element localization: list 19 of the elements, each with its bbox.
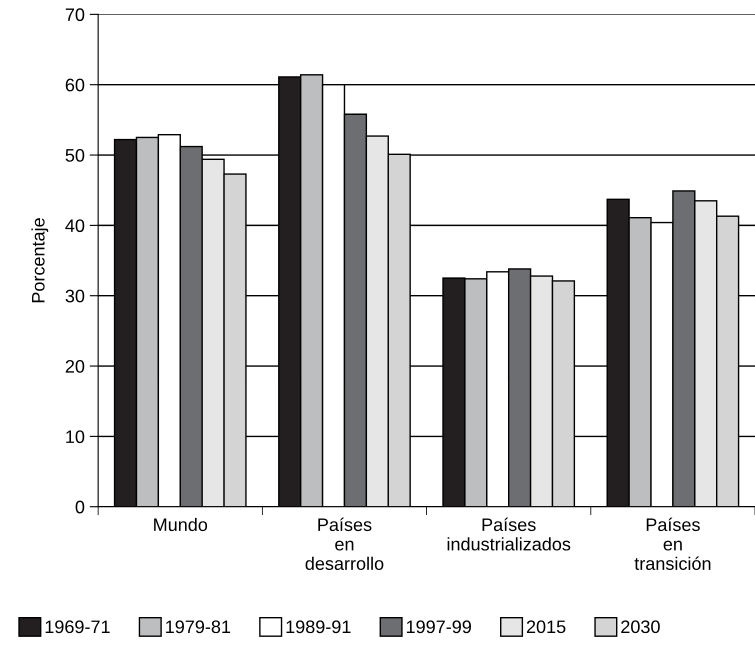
legend-label: 2030 — [621, 620, 660, 634]
x-tick-label: Países industrializados — [448, 518, 570, 551]
y-tick-label: 10 — [66, 430, 84, 444]
y-axis-title: Porcentaje — [31, 218, 48, 302]
legend-label: 1969-71 — [46, 620, 110, 634]
legend-label: 1979-81 — [166, 620, 230, 634]
x-tick-label: Países en desarrollo — [306, 518, 384, 570]
legend-label: 1997-99 — [406, 620, 471, 634]
y-tick-label: 50 — [66, 148, 84, 162]
y-tick-label: 30 — [66, 290, 84, 302]
y-tick-label: 0 — [76, 500, 84, 514]
legend-label: 1989-91 — [286, 620, 351, 634]
y-tick-label: 70 — [66, 8, 84, 22]
y-tick-label: 60 — [66, 78, 84, 92]
x-tick-label: Países en transición — [634, 518, 710, 570]
x-tick-label: Mundo — [154, 518, 208, 532]
legend-label: 2015 — [526, 620, 566, 634]
y-tick-label: 20 — [66, 360, 84, 373]
y-tick-label: 40 — [65, 219, 84, 232]
